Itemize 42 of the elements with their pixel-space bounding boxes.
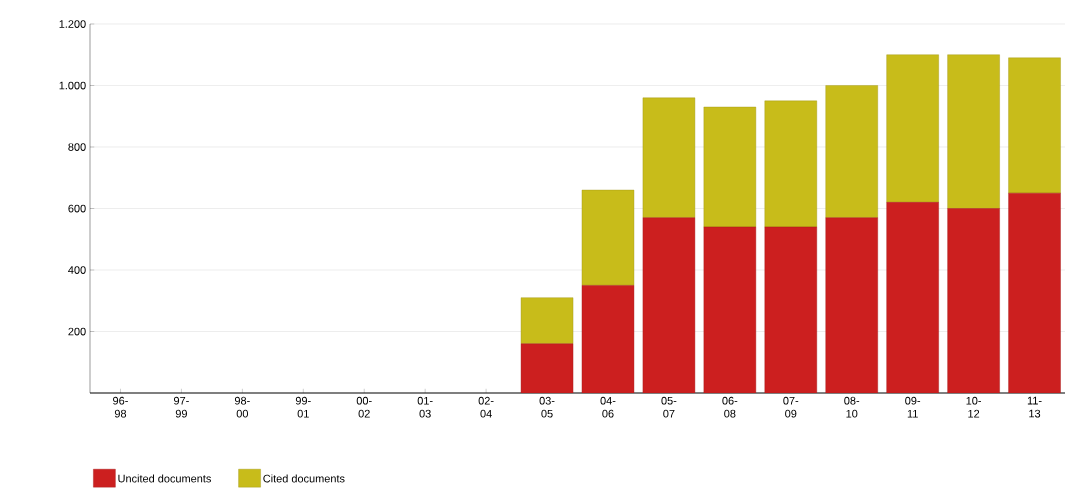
- x-tick-label: 06-08: [722, 396, 738, 418]
- bar: [703, 226, 757, 393]
- x-tick-label: 01-03: [417, 396, 433, 418]
- bar: [825, 217, 878, 393]
- y-tick-label: 1.200: [59, 20, 86, 28]
- bar: [581, 285, 635, 393]
- x-tick-label: 98-00: [234, 396, 250, 418]
- x-tick-label: 04-06: [600, 396, 616, 418]
- bar: [886, 202, 939, 393]
- x-tick-label: 10-12: [966, 396, 982, 418]
- bar: [581, 189, 635, 286]
- bar: [825, 85, 878, 218]
- y-tick-label: 800: [68, 143, 86, 151]
- x-tick-label: 11-13: [1027, 396, 1042, 418]
- bar: [947, 54, 1000, 209]
- bar: [886, 54, 939, 203]
- bar: [520, 297, 574, 344]
- bar: [642, 217, 696, 393]
- bar: [642, 97, 696, 218]
- y-tick-label: 200: [68, 327, 86, 336]
- y-tick-label: 400: [68, 266, 86, 274]
- x-tick-label: 97-99: [174, 396, 189, 418]
- x-tick-label: 02-04: [478, 396, 494, 418]
- legend-label: Uncited documents: [118, 474, 211, 483]
- x-tick-label: 05-07: [661, 396, 677, 418]
- y-tick-label: 600: [68, 204, 86, 213]
- bar: [764, 226, 817, 393]
- x-tick-label: 08-10: [844, 396, 860, 418]
- bar: [520, 343, 574, 393]
- legend-label: Cited documents: [263, 474, 345, 483]
- bar: [703, 106, 757, 228]
- bar: [764, 100, 817, 228]
- x-tick-label: 07-09: [783, 396, 799, 418]
- x-tick-label: 99-01: [295, 396, 311, 418]
- x-tick-label: 09-11: [905, 396, 921, 418]
- bar: [947, 208, 1000, 393]
- x-tick-label: 96-98: [113, 396, 128, 418]
- x-tick-label: 03-05: [539, 396, 555, 418]
- bar: [1008, 192, 1061, 393]
- x-tick-label: 00-02: [356, 396, 372, 418]
- y-tick-label: 1.000: [59, 81, 86, 90]
- bar: [1008, 57, 1061, 194]
